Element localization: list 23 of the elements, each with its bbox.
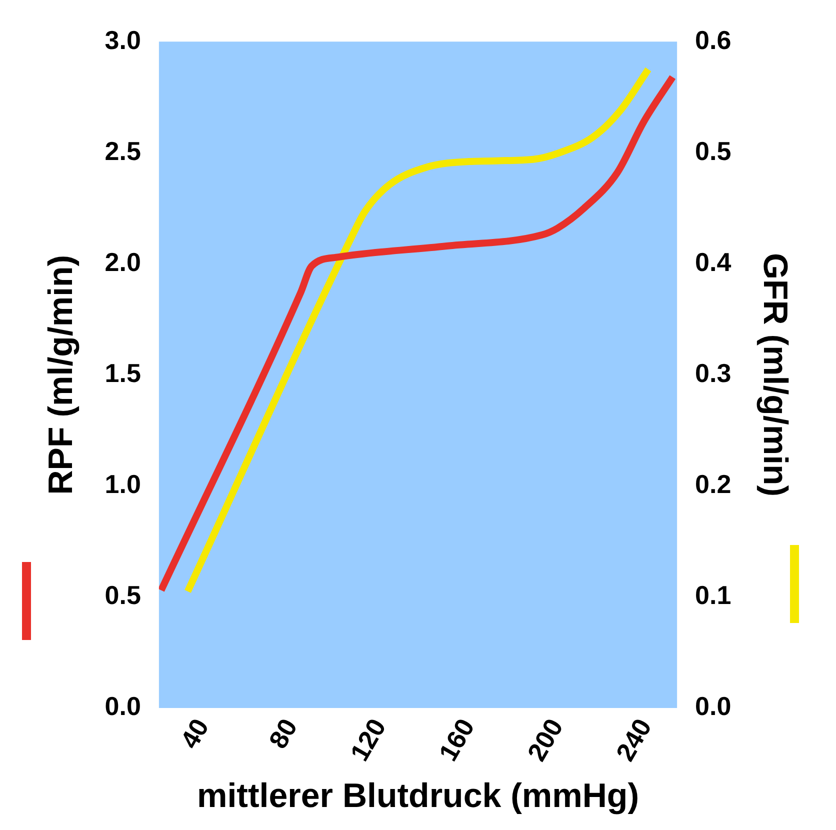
y-tick-label: 2.5 — [104, 136, 141, 166]
y2-tick-label: 0.0 — [695, 691, 732, 722]
y2-tick-label: 0.5 — [695, 136, 732, 166]
y-tick-label: 1.0 — [104, 469, 141, 500]
y-tick-label: 0.5 — [104, 580, 141, 610]
x-tick-label: 240 — [610, 713, 658, 766]
x-tick-label: 200 — [521, 713, 569, 766]
y2-tick-label: 0.1 — [695, 580, 732, 610]
y-tick-label: 3.0 — [104, 24, 141, 55]
y2-tick-label: 0.2 — [695, 469, 732, 500]
y2-axis-title: GFR (ml/g/min) — [756, 252, 794, 497]
x-tick-label: 80 — [262, 713, 304, 754]
x-tick-label: 40 — [174, 713, 215, 754]
x-tick-label: 160 — [432, 713, 480, 766]
y-tick-label: 2.0 — [104, 246, 141, 277]
y-axis-title: RPF (ml/g/min) — [42, 254, 80, 495]
y2-tick-label: 0.3 — [695, 358, 732, 388]
y2-tick-label: 0.6 — [695, 24, 732, 55]
x-tick-label: 120 — [344, 713, 392, 766]
x-axis-title: mittlerer Blutdruck (mmHg) — [196, 776, 640, 815]
y-tick-label: 0.0 — [104, 691, 141, 722]
y2-tick-label: 0.4 — [695, 246, 732, 277]
y-tick-label: 1.5 — [104, 358, 141, 388]
